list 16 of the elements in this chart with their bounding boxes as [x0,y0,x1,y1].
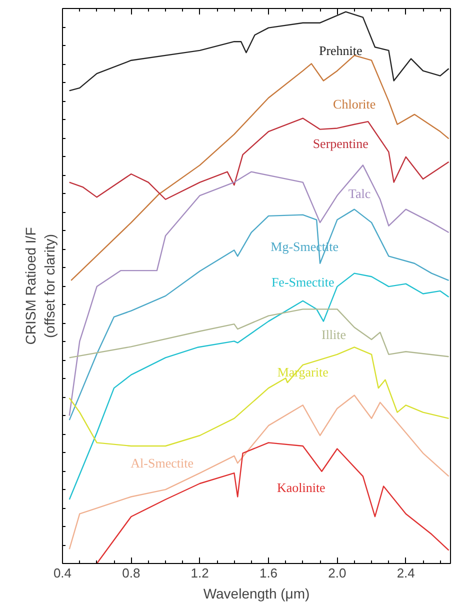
y-axis-title: CRISM Ratioed I/F (offset for clarity) [22,227,58,345]
series-label: Kaolinite [276,480,326,495]
x-tick-label: 1.6 [259,566,278,580]
x-tick-label: 0.8 [122,566,140,580]
x-tick-label: 2.0 [328,566,346,580]
series-label: Al-Smectite [130,456,194,471]
series-label: Prehnite [318,42,363,58]
x-axis-title: Wavelength (μm) [203,586,310,602]
series-label: Illite [321,327,346,342]
series-label: Serpentine [312,136,369,152]
x-tick-label: 1.2 [190,566,209,580]
x-tick-label: 2.4 [396,566,415,580]
x-tick-label: 0.4 [53,566,72,580]
series-label: Fe-Smectite [271,274,334,290]
series-label: Chlorite [333,96,376,112]
series-label: Talc [348,186,371,201]
